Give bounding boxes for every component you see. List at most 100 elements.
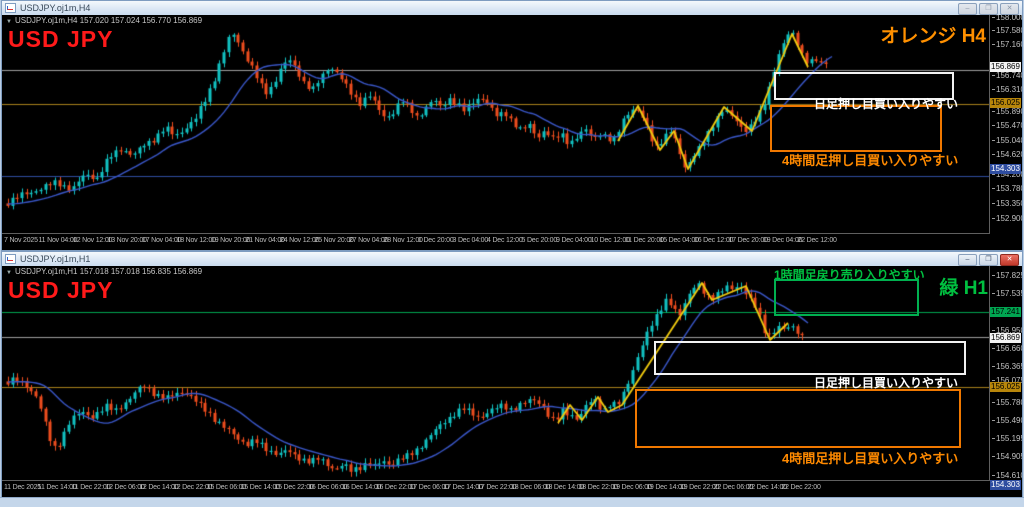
price-badge-white: 156.869 <box>990 333 1021 343</box>
price-badge-orange: 156.025 <box>990 98 1021 108</box>
h4-buy-zone-label-h1[interactable]: 4時間足押し目買い入りやすい <box>782 451 959 466</box>
price-axis-h1: 157.825 157.535 156.950 156.660 156.365 156.0… <box>990 266 1022 496</box>
chart-icon <box>5 3 16 13</box>
price-tick: 153.780 <box>992 184 1022 193</box>
h4-buy-zone-box-h1[interactable] <box>635 389 961 448</box>
price-tick: 154.905 <box>992 452 1022 461</box>
price-badge-white: 156.869 <box>990 62 1021 72</box>
time-tick: 18 Nov 12:00 <box>176 237 216 244</box>
time-tick: 16 Dec 06:00 <box>308 484 348 491</box>
symbol-dropdown-icon: ▼ <box>6 19 12 25</box>
time-tick: 24 Nov 12:00 <box>280 237 320 244</box>
price-tick: 156.950 <box>992 326 1022 335</box>
daily-buy-zone-label-h1[interactable]: 日足押し目買い入りやすい <box>813 376 958 390</box>
time-tick: 18 Dec 14:00 <box>544 484 585 491</box>
chart-window-h1: USDJPY.oj1m,H1 – ❐ ✕ ▼ USDJPY.oj1m,H1 157… <box>1 251 1023 499</box>
h1-sell-zone-box-h1[interactable] <box>774 279 919 316</box>
price-tick: 155.890 <box>992 107 1022 116</box>
candlestick-chart-h4[interactable] <box>2 15 990 233</box>
h1-sell-zone-label-h1[interactable]: 1時間足戻り売り入りやすい <box>774 268 925 282</box>
price-badge-green: 157.241 <box>990 307 1021 317</box>
time-tick: 17 Dec 06:00 <box>409 484 449 491</box>
close-button-h1[interactable]: ✕ <box>1000 254 1019 266</box>
time-tick: 3 Dec 04:00 <box>452 237 489 244</box>
close-button-h4[interactable]: ✕ <box>1000 3 1019 15</box>
daily-buy-zone-label-h4[interactable]: 日足押し目買い入りやすい <box>813 97 958 111</box>
window-controls-h1: – ❐ ✕ <box>958 254 1019 266</box>
time-tick: 7 Nov 2025 <box>4 237 38 244</box>
time-tick: 15 Dec 22:00 <box>274 484 314 491</box>
corner-label-h4: オレンジ H4 <box>880 26 986 47</box>
daily-buy-zone-box-h1[interactable] <box>654 341 966 375</box>
time-tick: 25 Nov 20:00 <box>314 237 354 244</box>
restore-button-h1[interactable]: ❐ <box>979 254 998 266</box>
time-tick: 16 Dec 22:00 <box>375 484 416 491</box>
time-tick: 4 Dec 12:00 <box>487 237 523 244</box>
time-tick: 15 Dec 14:00 <box>240 484 280 491</box>
h4-buy-zone-box-h4[interactable] <box>770 105 942 152</box>
time-tick: 21 Nov 04:00 <box>245 237 285 244</box>
time-tick: 19 Dec 06:00 <box>612 484 652 491</box>
chart-client-h4: ▼ USDJPY.oj1m,H4 157.020 157.024 156.770 … <box>2 15 1022 248</box>
time-axis-h4: 7 Nov 2025 11 Nov 04:00 12 Nov 12:00 13 Nov… <box>2 234 990 248</box>
time-tick: 22 Dec 06:00 <box>713 484 754 491</box>
time-tick: 16 Dec 12:00 <box>694 237 734 244</box>
time-tick: 16 Dec 14:00 <box>342 484 382 491</box>
time-tick: 12 Dec 06:00 <box>105 484 145 491</box>
time-tick: 11 Dec 2025 <box>4 484 41 491</box>
corner-label-h1: 緑 H1 <box>939 278 988 299</box>
price-tick: 154.620 <box>992 150 1022 159</box>
restore-button-h4[interactable]: ❐ <box>979 3 998 15</box>
price-axis-separator-h1 <box>989 266 990 480</box>
price-axis-h4: 158.000 157.580 157.160 156.740 156.310 155.8… <box>990 15 1022 248</box>
price-tick: 155.490 <box>992 416 1022 425</box>
price-tick: 157.825 <box>992 271 1022 280</box>
minimize-button-h4[interactable]: – <box>958 3 977 15</box>
price-tick: 156.075 <box>992 376 1022 385</box>
time-tick: 9 Dec 04:00 <box>556 237 592 244</box>
price-tick: 156.365 <box>992 362 1022 371</box>
time-tick: 5 Dec 20:00 <box>521 237 558 244</box>
time-tick: 12 Dec 14:00 <box>139 484 179 491</box>
time-tick: 18 Dec 06:00 <box>511 484 551 491</box>
time-tick: 18 Dec 22:00 <box>578 484 618 491</box>
price-tick: 158.000 <box>992 15 1022 22</box>
price-tick: 157.160 <box>992 40 1022 49</box>
ohlc-text-h1: USDJPY.oj1m,H1 157.018 157.018 156.835 1… <box>14 267 203 276</box>
price-tick: 154.200 <box>992 170 1022 179</box>
time-tick: 13 Nov 20:00 <box>107 237 147 244</box>
time-axis-separator-h1 <box>2 480 1022 481</box>
symbol-watermark-h4: USD JPY <box>8 26 114 52</box>
price-badge-blue: 154.303 <box>990 164 1021 174</box>
time-tick: 11 Dec 20:00 <box>625 237 664 244</box>
time-axis-h1: 11 Dec 2025 11 Dec 14:00 11 Dec 22:00 12 De… <box>2 481 990 496</box>
time-tick: 28 Nov 12:00 <box>383 237 423 244</box>
window-titlebar-h4[interactable]: USDJPY.oj1m,H4 – ❐ ✕ <box>2 1 1022 15</box>
time-tick: 1 Dec 20:00 <box>418 237 454 244</box>
ohlc-header-h4[interactable]: ▼ USDJPY.oj1m,H4 157.020 157.024 156.770 … <box>6 16 202 25</box>
chart-client-h1: ▼ USDJPY.oj1m,H1 157.018 157.018 156.835 … <box>2 266 1022 496</box>
chart-window-h4: USDJPY.oj1m,H4 – ❐ ✕ ▼ USDJPY.oj1m,H4 157… <box>1 0 1023 251</box>
daily-buy-zone-box-h4[interactable] <box>774 72 954 100</box>
price-axis-separator-h4 <box>989 15 990 233</box>
time-tick: 22 Dec 12:00 <box>797 237 837 244</box>
price-tick: 154.610 <box>992 471 1022 480</box>
time-tick: 19 Nov 20:00 <box>211 237 251 244</box>
window-controls-h4: – ❐ ✕ <box>958 3 1019 15</box>
time-tick: 17 Dec 22:00 <box>477 484 517 491</box>
window-title-h4: USDJPY.oj1m,H4 <box>20 3 91 13</box>
time-tick: 17 Nov 04:00 <box>142 237 182 244</box>
ohlc-header-h1[interactable]: ▼ USDJPY.oj1m,H1 157.018 157.018 156.835 … <box>6 267 202 276</box>
price-tick: 157.580 <box>992 26 1022 35</box>
time-tick: 12 Dec 22:00 <box>173 484 213 491</box>
h4-buy-zone-label-h4[interactable]: 4時間足押し目買い入りやすい <box>782 153 959 168</box>
price-tick: 155.040 <box>992 136 1022 145</box>
window-titlebar-h1[interactable]: USDJPY.oj1m,H1 – ❐ ✕ <box>2 252 1022 266</box>
time-tick: 19 Dec 04:00 <box>763 237 803 244</box>
time-tick: 19 Dec 22:00 <box>680 484 720 491</box>
price-tick: 152.900 <box>992 214 1022 223</box>
minimize-button-h1[interactable]: – <box>958 254 977 266</box>
symbol-watermark-h1: USD JPY <box>8 277 114 303</box>
price-tick: 155.780 <box>992 398 1022 407</box>
